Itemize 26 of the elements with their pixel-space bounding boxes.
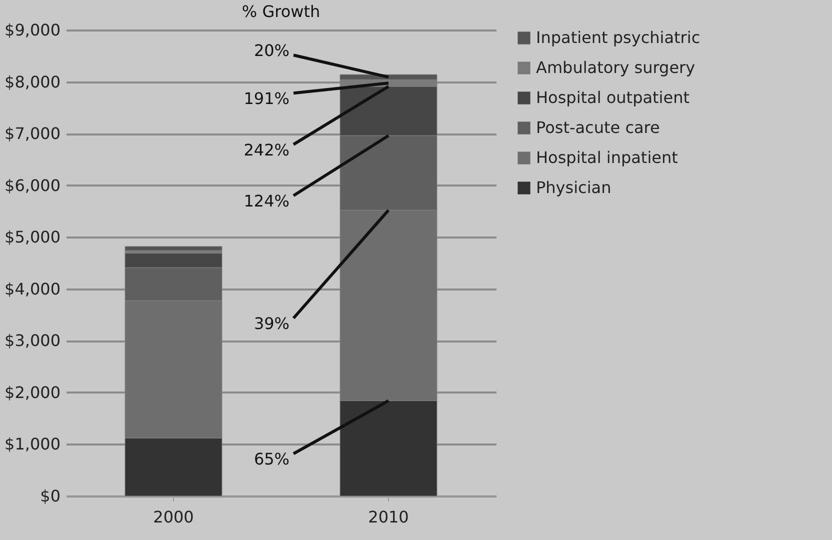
annotation: 191% <box>244 89 290 108</box>
legend-label: Hospital inpatient <box>536 148 678 167</box>
x-tick-label: 2010 <box>368 508 409 526</box>
y-tick-label: $3,000 <box>4 331 60 350</box>
y-tick-label: $8,000 <box>4 72 60 92</box>
y-tick-label: $1,000 <box>4 434 60 454</box>
legend-label: Inpatient psychiatric <box>536 28 700 47</box>
annotation: 65% <box>254 450 290 469</box>
bar <box>124 246 222 251</box>
y-tick-label: $4,000 <box>4 279 60 298</box>
annotation: 20% <box>254 41 290 60</box>
legend-label: Ambulatory surgery <box>536 58 696 77</box>
y-tick-label: $7,000 <box>4 124 60 144</box>
legend-label: Post-acute care <box>536 118 660 137</box>
y-tick-label: $9,000 <box>4 20 60 40</box>
chart-title: % Growth <box>242 2 320 21</box>
annotation: 124% <box>244 192 290 211</box>
annotation: 39% <box>254 314 290 334</box>
legend-label: Physician <box>536 178 612 197</box>
x-tick-label: 2000 <box>153 508 194 526</box>
y-tick-label: $2,000 <box>4 382 60 402</box>
y-tick-label: $5,000 <box>4 228 60 247</box>
y-tick-label: $0 <box>40 486 60 506</box>
legend-label: Hospital outpatient <box>536 88 690 107</box>
y-tick-label: $6,000 <box>4 176 60 195</box>
annotation: 242% <box>244 140 290 160</box>
